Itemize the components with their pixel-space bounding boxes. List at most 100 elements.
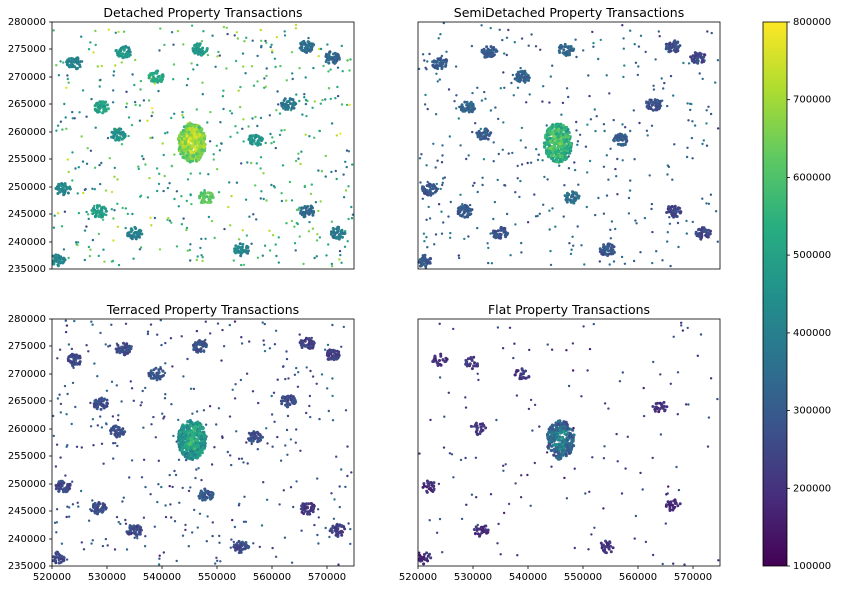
scatter-point — [645, 101, 649, 105]
scatter-point — [439, 33, 442, 36]
scatter-point — [53, 521, 57, 524]
scatter-point — [127, 54, 131, 58]
scatter-point — [616, 193, 619, 196]
scatter-point — [99, 182, 102, 186]
scatter-point — [655, 108, 659, 112]
scatter-point — [114, 441, 117, 445]
scatter-point — [270, 43, 273, 46]
scatter-point — [714, 210, 718, 213]
scatter-point — [633, 43, 636, 46]
scatter-point — [459, 193, 462, 196]
scatter-point — [229, 454, 232, 457]
scatter-point — [428, 182, 432, 186]
scatter-point — [433, 243, 436, 246]
scatter-point — [502, 227, 506, 231]
scatter-point — [342, 325, 345, 329]
scatter-point — [300, 150, 303, 153]
scatter-point — [313, 100, 316, 103]
scatter-point — [147, 99, 151, 102]
scatter-point — [234, 548, 237, 552]
scatter-point — [127, 532, 131, 536]
scatter-point — [95, 405, 99, 409]
scatter-point — [326, 56, 330, 60]
scatter-point — [335, 455, 338, 458]
scatter-point — [196, 63, 199, 67]
scatter-point — [421, 254, 425, 258]
x-tick-label: 570000 — [308, 572, 346, 583]
scatter-point — [526, 161, 529, 165]
scatter-point — [192, 428, 196, 432]
scatter-point — [190, 439, 194, 443]
scatter-point — [242, 140, 245, 143]
scatter-point — [291, 103, 295, 107]
scatter-point — [455, 107, 458, 110]
scatter-point — [239, 254, 243, 258]
scatter-point — [226, 32, 229, 36]
scatter-point — [345, 149, 349, 152]
scatter-point — [612, 260, 616, 263]
scatter-point — [705, 109, 708, 112]
scatter-point — [329, 230, 333, 234]
scatter-point — [475, 496, 478, 499]
scatter-point — [114, 64, 117, 67]
scatter-point — [575, 129, 578, 132]
scatter-point — [305, 366, 308, 369]
scatter-point — [73, 117, 76, 120]
scatter-point — [234, 250, 237, 253]
scatter-point — [565, 349, 568, 352]
scatter-point — [546, 178, 549, 181]
scatter-point — [251, 431, 255, 435]
scatter-point — [210, 219, 214, 223]
scatter-point — [295, 221, 298, 225]
scatter-point — [614, 167, 617, 171]
scatter-point — [180, 435, 184, 439]
x-axis-terraced: 520000 530000 540000 550000 560000 57000… — [33, 566, 346, 583]
scatter-point — [200, 134, 205, 138]
scatter-point — [551, 207, 554, 210]
scatter-point — [602, 507, 605, 510]
scatter-point — [243, 40, 246, 43]
scatter-point — [157, 89, 160, 93]
scatter-point — [278, 112, 282, 115]
scatter-point — [553, 135, 557, 139]
scatter-point — [480, 24, 483, 27]
scatter-point — [271, 51, 274, 54]
scatter-point — [709, 112, 713, 116]
scatter-point — [440, 61, 444, 65]
scatter-point — [245, 544, 249, 547]
scatter-point — [265, 74, 268, 78]
scatter-point — [168, 182, 171, 185]
scatter-point — [455, 94, 458, 97]
scatter-point — [57, 489, 61, 493]
scatter-point — [347, 150, 351, 153]
scatter-point — [127, 49, 131, 53]
scatter-point — [201, 93, 204, 96]
scatter-point — [144, 485, 147, 489]
scatter-point — [100, 161, 103, 165]
scatter-point — [90, 542, 93, 545]
scatter-point — [322, 64, 325, 68]
scatter-point — [454, 65, 458, 68]
scatter-point — [158, 49, 161, 52]
scatter-point — [71, 58, 75, 62]
scatter-point — [201, 344, 205, 348]
scatter-point — [289, 486, 293, 489]
scatter-point — [602, 248, 606, 252]
scatter-point — [262, 481, 265, 484]
scatter-point — [162, 551, 165, 554]
scatter-point — [60, 542, 64, 545]
scatter-point — [254, 142, 258, 146]
scatter-point — [705, 144, 709, 147]
scatter-point — [569, 200, 573, 204]
scatter-point — [311, 375, 315, 378]
scatter-point — [668, 216, 671, 219]
scatter-point — [64, 116, 67, 119]
scatter-point — [507, 152, 510, 155]
scatter-point — [84, 187, 87, 191]
scatter-point — [170, 516, 173, 519]
scatter-point — [229, 224, 232, 227]
scatter-point — [311, 213, 315, 217]
scatter-point — [176, 29, 180, 33]
scatter-point — [439, 187, 442, 191]
scatter-point — [104, 107, 108, 111]
